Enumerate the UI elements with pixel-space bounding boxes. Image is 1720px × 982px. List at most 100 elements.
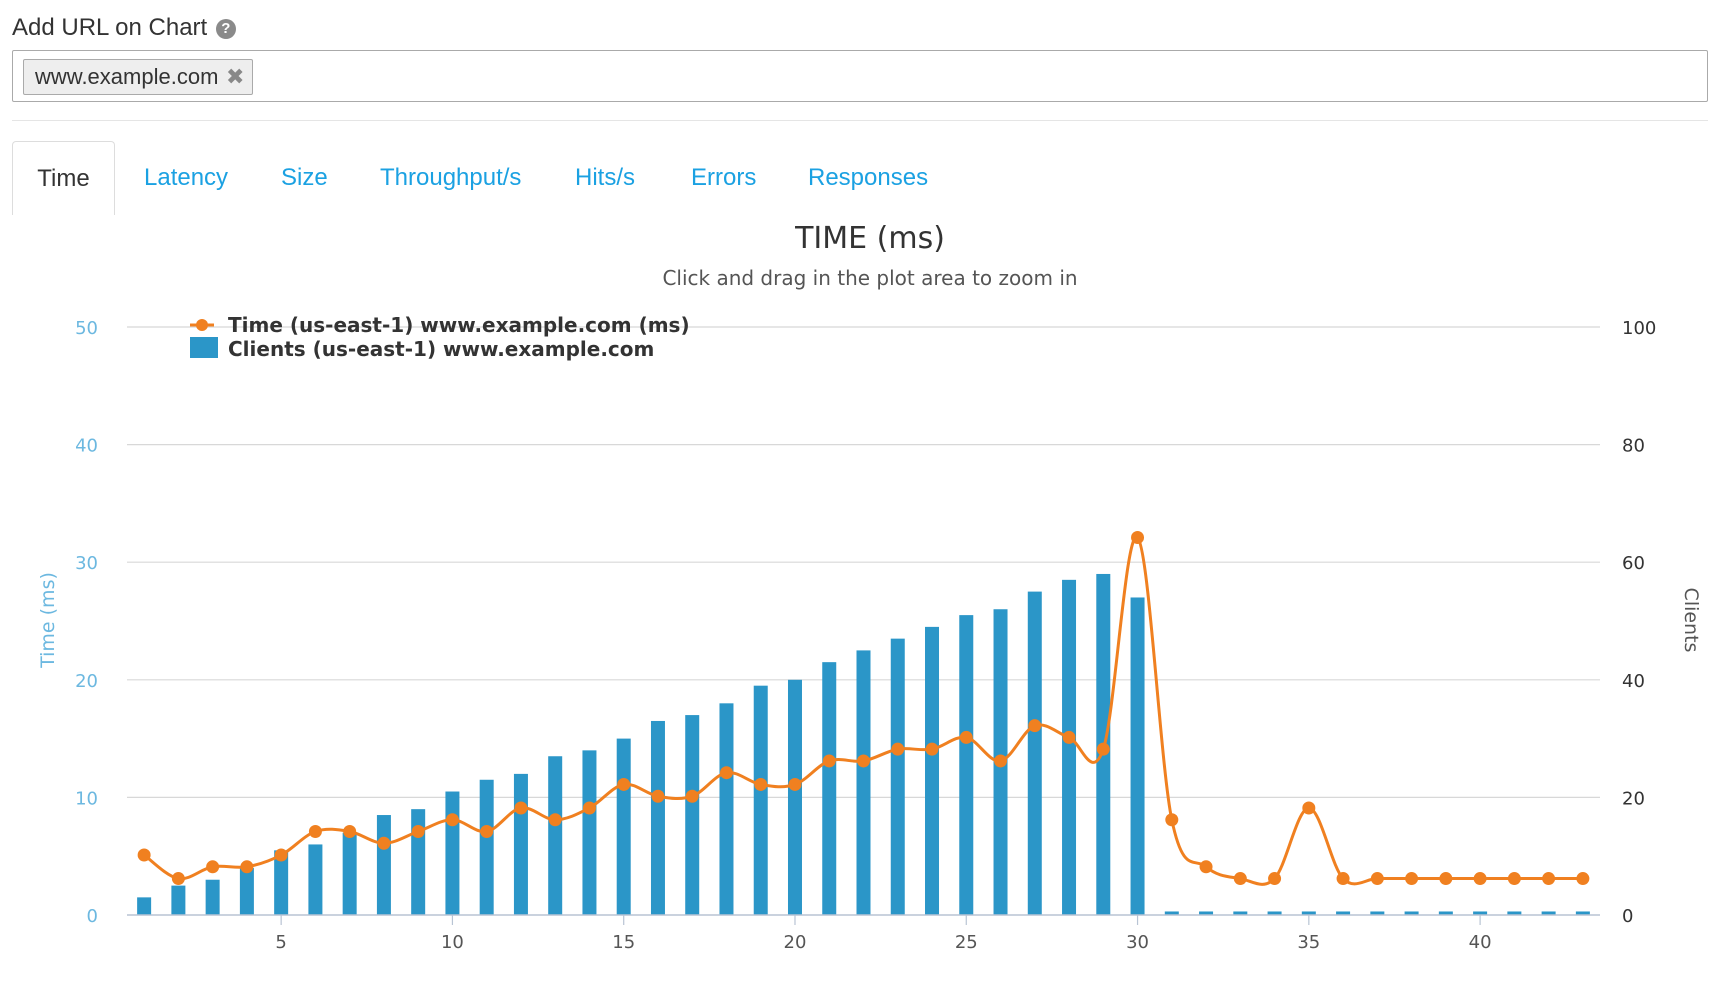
time-point	[1576, 872, 1590, 886]
legend-bar-swatch	[190, 337, 218, 358]
url-input[interactable]: www.example.com ✖	[12, 50, 1708, 102]
time-point	[1370, 872, 1384, 886]
time-point	[1473, 872, 1487, 886]
tab-responses[interactable]: Responses	[808, 164, 929, 191]
clients-bar	[1404, 911, 1419, 915]
legend: Time (us-east-1) www.example.com (ms) Cl…	[190, 313, 690, 361]
url-chip: www.example.com ✖	[23, 59, 254, 95]
url-chip-text: www.example.com	[35, 64, 219, 89]
y-tick-label: 40	[75, 436, 98, 457]
clients-bar	[616, 738, 631, 915]
legend-label-time: Time (us-east-1) www.example.com (ms)	[228, 313, 690, 337]
time-point	[959, 730, 973, 744]
clients-bar	[171, 885, 186, 915]
clients-bar	[582, 750, 597, 915]
tab-hits[interactable]: Hits/s	[575, 164, 635, 191]
clients-bar	[376, 815, 391, 915]
legend-label-clients: Clients (us-east-1) www.example.com	[228, 337, 654, 361]
time-point	[1268, 872, 1282, 886]
clients-bar	[1062, 579, 1077, 915]
time-point	[514, 801, 528, 815]
divider	[12, 120, 1708, 121]
legend-marker-swatch	[196, 319, 208, 331]
clients-bar	[1267, 911, 1282, 915]
time-point	[137, 848, 151, 862]
time-point	[994, 754, 1008, 768]
tab-latency[interactable]: Latency	[144, 164, 229, 191]
time-point	[1233, 872, 1247, 886]
time-point	[891, 742, 905, 756]
time-point	[308, 825, 322, 839]
y2-tick-label: 20	[1622, 788, 1645, 809]
close-icon[interactable]: ✖	[225, 64, 245, 89]
time-point	[822, 754, 836, 768]
tab-time[interactable]: Time	[12, 141, 115, 215]
time-point	[685, 789, 699, 803]
time-point	[377, 836, 391, 850]
clients-bar	[239, 867, 254, 915]
clients-bar	[1301, 911, 1316, 915]
clients-bar	[1336, 911, 1351, 915]
clients-bar	[479, 779, 494, 915]
time-point	[1165, 813, 1179, 827]
time-line	[137, 531, 1590, 886]
x-tick-label: 30	[1126, 932, 1149, 953]
time-chart[interactable]: 0 10 20 30 40 50 0 20 40 60 80 100 5 10 15 20 25 30 35 40 T…	[0, 215, 1720, 982]
time-point	[582, 801, 596, 815]
clients-bar	[959, 615, 974, 915]
y-tick-label: 10	[75, 788, 98, 809]
time-point	[1062, 730, 1076, 744]
time-point	[548, 813, 562, 827]
time-point	[1336, 872, 1350, 886]
clients-bar	[719, 703, 734, 915]
clients-bar	[925, 626, 940, 915]
clients-bar	[685, 715, 700, 915]
legend-item-clients[interactable]: Clients (us-east-1) www.example.com	[190, 337, 654, 361]
y-axis-title: Time (ms)	[37, 572, 59, 669]
time-point	[1439, 872, 1453, 886]
clients-bar	[308, 844, 323, 915]
time-point	[617, 777, 631, 791]
time-point	[274, 848, 288, 862]
clients-bar	[513, 773, 528, 915]
clients-bar	[1507, 911, 1522, 915]
time-series-line	[143, 535, 1583, 886]
clients-bar	[1199, 911, 1214, 915]
time-point	[480, 825, 494, 839]
clients-bar	[822, 662, 837, 915]
grid-lines	[127, 326, 1600, 799]
time-point	[1096, 742, 1110, 756]
y2-tick-label: 100	[1622, 318, 1656, 339]
y-tick-label: 30	[75, 553, 98, 574]
time-point	[343, 825, 357, 839]
x-tick-label: 35	[1297, 932, 1320, 953]
clients-bars	[137, 573, 1590, 915]
tab-errors[interactable]: Errors	[691, 164, 757, 191]
clients-bar	[1575, 911, 1590, 915]
x-tick-label: 25	[955, 932, 978, 953]
time-point	[651, 789, 665, 803]
time-point	[857, 754, 870, 768]
axes: 0 10 20 30 40 50 0 20 40 60 80 100 5 10 15 20 25 30 35 40	[75, 318, 1656, 953]
y2-tick-label: 0	[1622, 906, 1633, 927]
y2-tick-label: 40	[1622, 671, 1645, 692]
question-circle-icon[interactable]: ?	[215, 19, 236, 39]
clients-bar	[274, 850, 289, 915]
time-point	[719, 766, 733, 780]
chart-canvas[interactable]: 0 10 20 30 40 50 0 20 40 60 80 100 5 10 15 20 25 30 35 40 T…	[0, 215, 1720, 982]
clients-bar	[205, 879, 220, 915]
clients-bar	[137, 897, 152, 915]
time-point	[754, 777, 768, 791]
time-point	[206, 860, 220, 874]
time-point	[445, 813, 459, 827]
chart-title: TIME (ms)	[794, 221, 945, 256]
legend-item-time[interactable]: Time (us-east-1) www.example.com (ms)	[190, 313, 690, 337]
clients-bar	[1438, 911, 1453, 915]
clients-bar	[890, 638, 905, 915]
clients-bar	[1473, 911, 1488, 915]
tab-throughput[interactable]: Throughput/s	[380, 164, 522, 191]
tab-size[interactable]: Size	[281, 164, 328, 191]
clients-bar	[856, 650, 871, 915]
y2-axis-title: Clients	[1680, 588, 1702, 653]
url-field-label: Add URL on Chart ?	[12, 14, 236, 42]
